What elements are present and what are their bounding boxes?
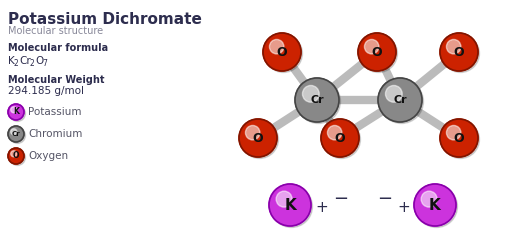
Text: K: K [13,108,19,116]
Text: Cr: Cr [310,95,324,105]
Circle shape [302,85,319,102]
Text: 2: 2 [14,59,19,67]
Text: Cr: Cr [12,131,20,137]
Text: O: O [454,132,464,144]
Circle shape [358,33,396,71]
Text: Molecular structure: Molecular structure [8,26,103,36]
Text: O: O [277,46,287,59]
Circle shape [269,184,311,226]
Circle shape [239,119,277,157]
Circle shape [378,78,422,122]
Circle shape [270,186,313,228]
Circle shape [414,184,456,226]
Circle shape [440,119,478,157]
Text: +: + [315,199,328,215]
Text: Chromium: Chromium [28,129,83,139]
Circle shape [11,129,17,135]
Circle shape [9,150,25,166]
Circle shape [442,35,479,72]
Text: −: − [377,190,392,208]
Circle shape [442,120,479,158]
Circle shape [364,39,379,54]
Text: O: O [372,46,382,59]
Text: Oxygen: Oxygen [28,151,68,161]
Text: Molecular formula: Molecular formula [8,43,108,53]
Text: K: K [429,198,441,212]
Circle shape [297,79,341,124]
Text: O: O [13,151,19,161]
Text: Potassium: Potassium [28,107,82,117]
Circle shape [328,126,342,140]
Text: O: O [454,46,464,59]
Circle shape [246,126,260,140]
Circle shape [11,107,17,113]
Text: O: O [335,132,345,144]
Circle shape [321,119,359,157]
Circle shape [8,126,24,142]
Circle shape [322,120,361,158]
Text: +: + [397,199,410,215]
Text: O: O [35,56,43,66]
Circle shape [9,127,25,144]
Text: 7: 7 [42,59,47,67]
Text: 2: 2 [30,59,35,67]
Circle shape [11,151,17,157]
Text: K: K [8,56,15,66]
Circle shape [9,106,25,121]
Circle shape [276,191,292,207]
Circle shape [440,33,478,71]
Circle shape [8,104,24,120]
Circle shape [446,126,461,140]
Circle shape [8,148,24,164]
Circle shape [269,39,284,54]
Circle shape [446,39,461,54]
Circle shape [385,85,402,102]
Text: 294.185 g/mol: 294.185 g/mol [8,86,84,96]
Circle shape [295,78,339,122]
Circle shape [263,33,301,71]
Text: −: − [333,190,348,208]
Text: K: K [284,198,296,212]
Text: O: O [253,132,263,144]
Text: Cr: Cr [19,56,31,66]
Text: Cr: Cr [393,95,407,105]
Circle shape [379,79,424,124]
Circle shape [415,186,458,228]
Circle shape [360,35,397,72]
Circle shape [240,120,279,158]
Circle shape [421,191,437,207]
Text: Molecular Weight: Molecular Weight [8,75,105,85]
Text: Potassium Dichromate: Potassium Dichromate [8,12,202,27]
Circle shape [265,35,302,72]
